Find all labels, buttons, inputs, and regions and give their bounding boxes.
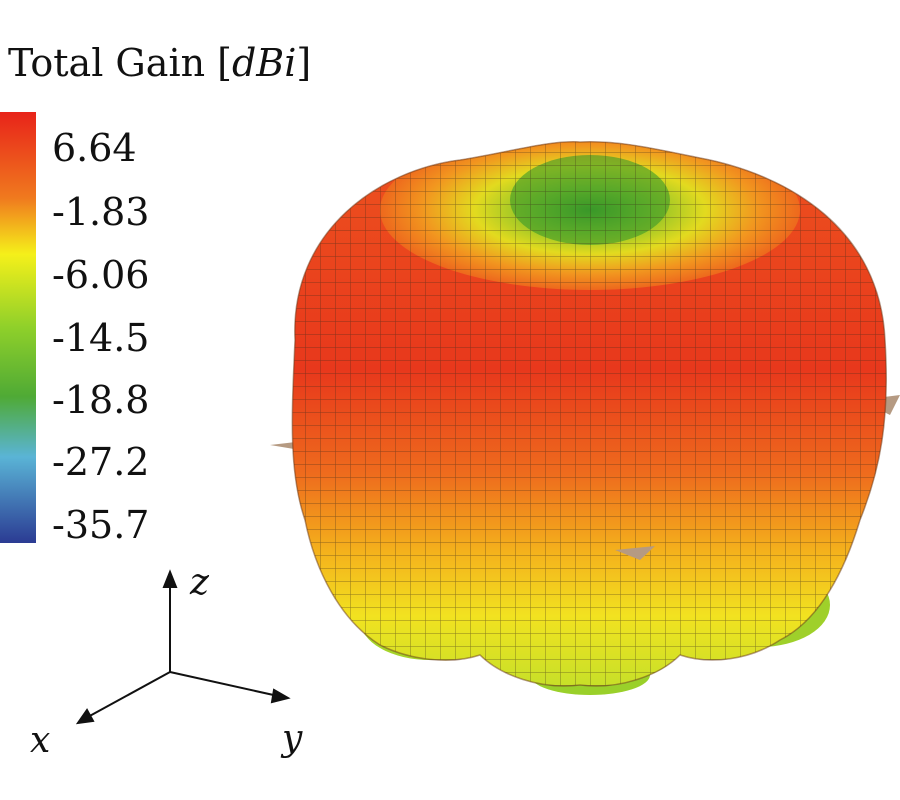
pattern-body <box>292 141 887 686</box>
coordinate-axes: z x y <box>30 562 303 761</box>
z-axis-arrowhead <box>162 569 178 588</box>
colorbar-title: Total Gain [dBi] <box>8 44 311 82</box>
colorbar-tick-label: -6.06 <box>52 253 150 297</box>
colorbar-tick-label: -14.5 <box>52 316 150 360</box>
x-axis-line <box>85 671 171 719</box>
colorbar-tick-label: -1.83 <box>52 190 150 234</box>
colorbar-tick-label: 6.64 <box>52 126 137 170</box>
y-axis-label: y <box>280 718 303 759</box>
radiation-pattern-3d <box>270 140 900 695</box>
colorbar-title-close: ] <box>296 41 312 85</box>
pattern-outline <box>291 140 887 687</box>
x-axis-label: x <box>30 720 50 761</box>
colorbar-title-unit: dBi <box>231 41 297 85</box>
y-axis-line <box>169 671 279 697</box>
z-axis-label: z <box>189 562 210 603</box>
colorbar-tick-label: -35.7 <box>52 503 150 547</box>
colorbar-title-text: Total Gain [ <box>8 41 232 85</box>
colorbar <box>0 112 36 543</box>
x-axis-arrowhead <box>75 708 95 725</box>
ground-plane-marker <box>615 546 655 560</box>
colorbar-tick-label: -27.2 <box>52 440 150 484</box>
colorbar-tick-label: -18.8 <box>52 378 150 422</box>
y-axis-arrowhead <box>270 688 291 704</box>
